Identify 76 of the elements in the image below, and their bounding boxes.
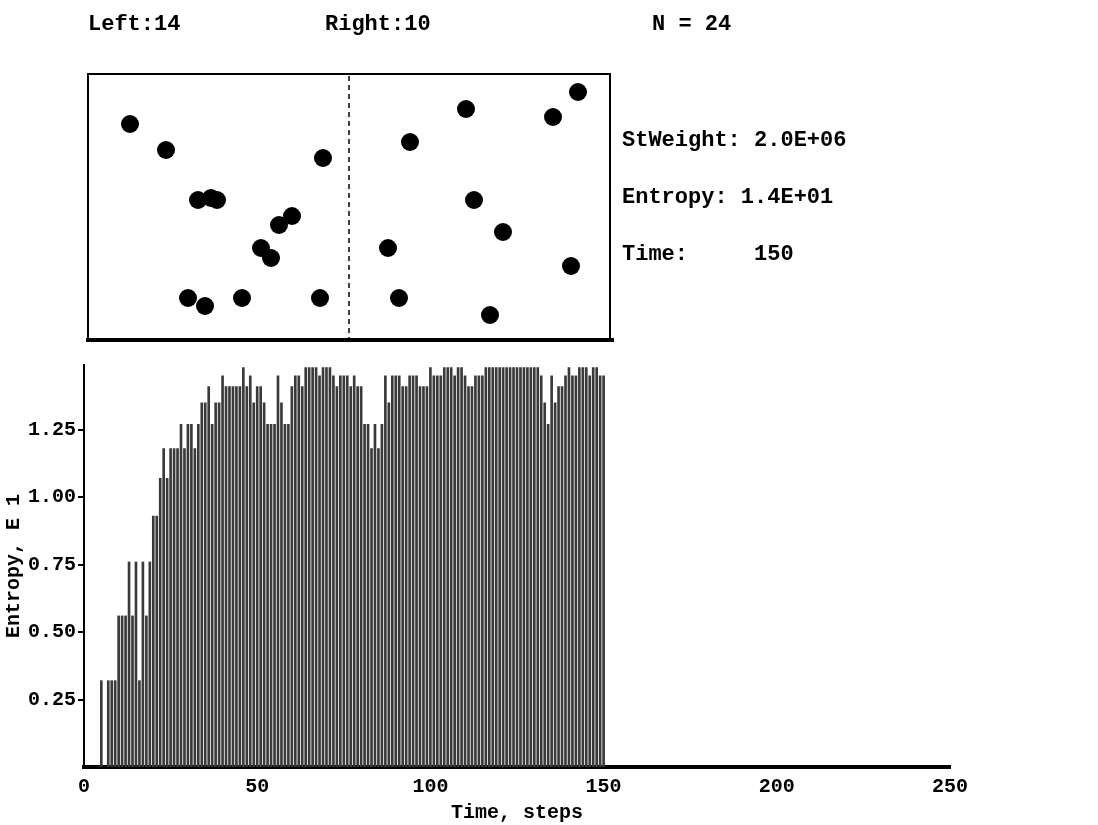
y-axis-title: Entropy, E 1 <box>2 493 26 639</box>
y-tick-label: 0.50 <box>27 620 77 644</box>
bar <box>311 367 314 767</box>
x-tick-label: 200 <box>758 775 795 799</box>
bar <box>484 367 488 767</box>
bar <box>460 367 463 767</box>
bar <box>602 375 605 767</box>
bar <box>591 367 595 767</box>
bar <box>342 375 346 767</box>
bar <box>422 386 425 767</box>
bar <box>162 448 166 767</box>
bar <box>526 367 529 767</box>
bar <box>491 367 495 767</box>
bar <box>536 367 540 767</box>
bar <box>151 515 155 767</box>
bar <box>446 367 450 767</box>
bar <box>200 402 204 767</box>
bar <box>293 375 297 767</box>
bar <box>505 367 508 767</box>
bar <box>117 615 120 767</box>
text: Right:10 <box>325 12 431 37</box>
bar <box>584 367 588 767</box>
bar <box>242 367 245 767</box>
bar <box>436 375 439 767</box>
bar <box>557 386 560 767</box>
bar <box>408 375 411 767</box>
bar <box>519 367 522 767</box>
text: StWeight: 2.0E+06 <box>622 128 847 153</box>
bar <box>487 367 491 767</box>
x-tick-label: 50 <box>245 775 270 799</box>
bar <box>512 367 515 767</box>
bar <box>415 375 418 767</box>
y-tick-label: 1.00 <box>27 485 77 509</box>
text: N = 24 <box>652 12 732 37</box>
bar <box>339 375 342 767</box>
bar <box>297 375 301 767</box>
y-tick-label: 0.75 <box>27 552 77 576</box>
text: Left:14 <box>88 12 181 37</box>
bar <box>207 386 211 767</box>
bar <box>494 367 498 767</box>
bar <box>581 367 585 767</box>
bar <box>106 680 110 767</box>
y-tick-label: 0.25 <box>27 687 77 711</box>
bar <box>578 367 581 767</box>
bar <box>100 680 103 767</box>
x-tick-label: 100 <box>412 775 449 799</box>
bar <box>352 375 356 767</box>
bar <box>255 386 259 767</box>
bar <box>390 375 394 767</box>
bar <box>384 375 387 767</box>
bar <box>221 375 224 767</box>
text: Entropy: 1.4E+01 <box>622 185 834 210</box>
x-tick-label: 0 <box>78 775 91 799</box>
bar <box>259 386 262 767</box>
bar <box>235 386 238 767</box>
bar <box>397 375 401 767</box>
y-tick-label: 1.25 <box>27 417 77 441</box>
bar <box>550 375 553 767</box>
bar <box>248 375 252 767</box>
x-tick-label: 250 <box>931 775 969 799</box>
text: Time: 150 <box>622 242 794 267</box>
bar <box>325 367 328 767</box>
x-tick-label: 150 <box>585 775 622 799</box>
bar <box>442 367 446 767</box>
bar <box>394 375 398 767</box>
bar <box>190 424 193 767</box>
x-axis-title: Time, steps <box>450 801 584 825</box>
bar <box>228 386 231 767</box>
bar <box>169 448 172 767</box>
bar <box>214 402 217 767</box>
bar <box>429 367 432 767</box>
bar <box>474 375 477 767</box>
bar <box>110 680 114 767</box>
bar <box>345 375 349 767</box>
bar <box>595 367 599 767</box>
bar <box>449 367 453 767</box>
